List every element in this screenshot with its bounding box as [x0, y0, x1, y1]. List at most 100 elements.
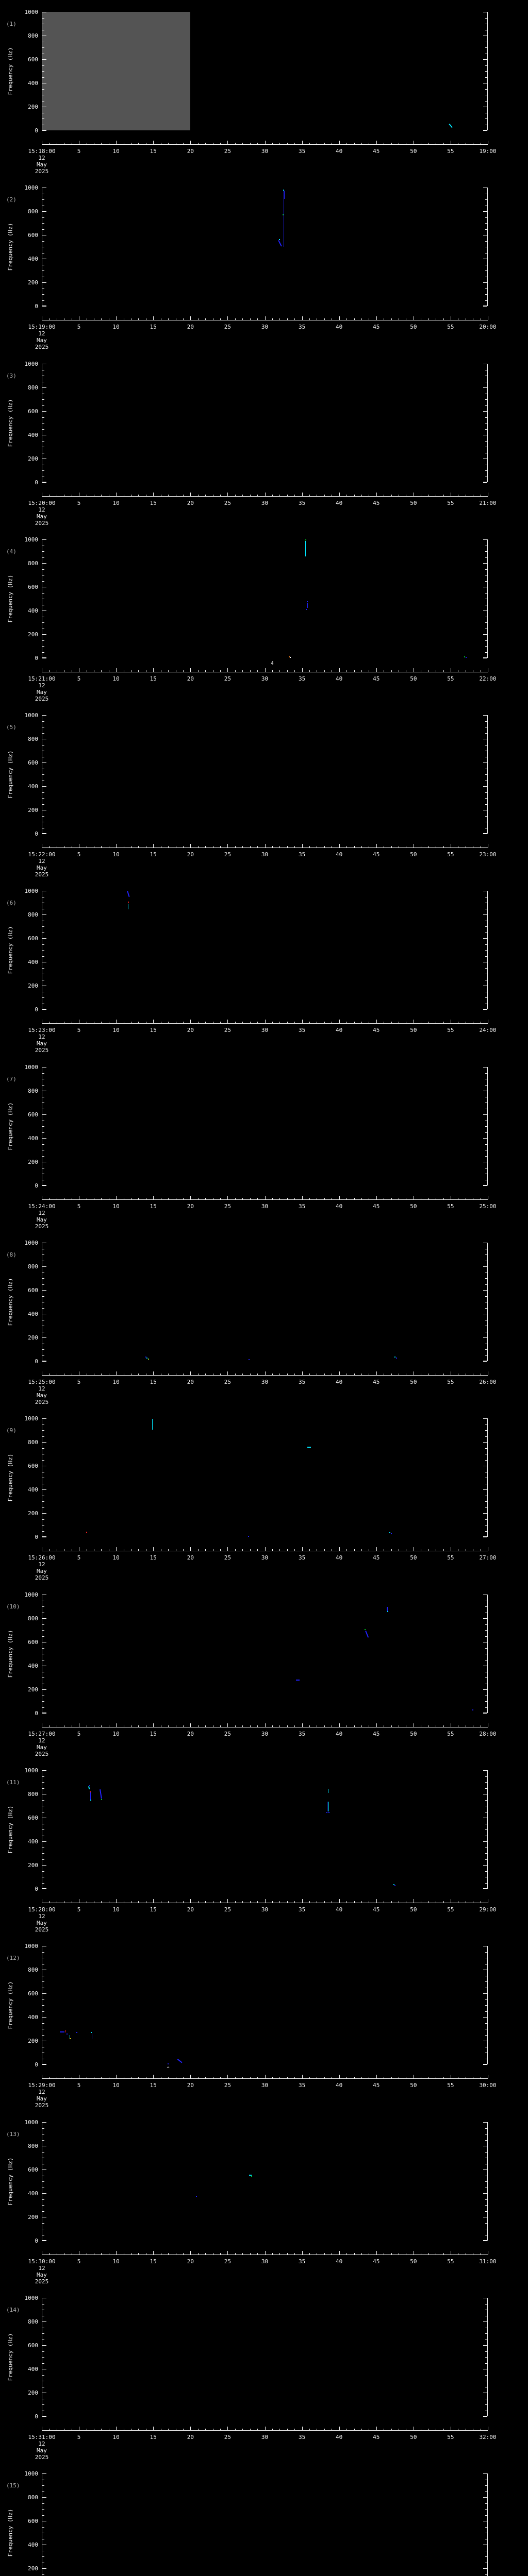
- y-tick: [42, 2181, 44, 2182]
- y-tick: [42, 118, 44, 119]
- y-tick: [42, 1689, 46, 1690]
- x-tick: [354, 1022, 355, 1023]
- y-tick: [42, 1707, 44, 1708]
- event-marker: ^: [167, 2066, 170, 2072]
- x-tick: [279, 1374, 280, 1375]
- y-tick: [42, 2023, 44, 2024]
- x-tick: [227, 1196, 228, 1199]
- x-tick: [339, 1723, 340, 1727]
- detection-streak: [100, 1789, 102, 1799]
- y-tick-label: 200: [28, 1334, 38, 1341]
- x-tick-label: 45: [373, 2258, 380, 2265]
- x-tick: [116, 1723, 117, 1727]
- detection-dot: [394, 1885, 395, 1886]
- x-tick: [428, 2077, 429, 2078]
- x-tick: [361, 1725, 362, 1727]
- y-tick: [42, 721, 44, 722]
- date-line: 2025: [35, 168, 49, 175]
- x-tick: [235, 2429, 236, 2430]
- x-tick: [101, 143, 102, 144]
- y-tick: [42, 2404, 44, 2405]
- y-tick: [485, 2140, 487, 2141]
- y-tick-label: 1000: [24, 1591, 39, 1598]
- x-tick: [168, 1901, 169, 1903]
- y-tick: [485, 1073, 487, 1074]
- y-tick: [42, 1337, 46, 1338]
- y-tick: [42, 77, 44, 78]
- y-tick: [42, 47, 44, 48]
- x-tick: [197, 2077, 199, 2078]
- date-line: 12: [38, 858, 45, 865]
- x-tick: [339, 316, 340, 320]
- x-tick: [116, 668, 117, 672]
- x-tick: [279, 1022, 280, 1023]
- x-tick-label: 40: [336, 1379, 343, 1385]
- y-tick: [483, 1770, 487, 1771]
- x-tick-label: 15: [150, 1731, 157, 1737]
- y-tick: [485, 2574, 487, 2575]
- y-tick: [483, 2473, 487, 2474]
- x-tick: [376, 1547, 377, 1551]
- x-tick: [309, 670, 310, 672]
- y-tick: [42, 733, 44, 734]
- x-tick: [346, 1549, 348, 1551]
- x-tick-label: 45: [373, 1731, 380, 1737]
- x-tick-label: 55: [447, 1731, 454, 1737]
- y-tick: [485, 1707, 487, 1708]
- y-tick-label: 600: [28, 1815, 38, 1821]
- x-tick: [183, 846, 184, 848]
- x-tick: [197, 1374, 199, 1375]
- x-tick: [302, 141, 303, 144]
- x-end-time-label: 22:00: [479, 675, 497, 682]
- x-tick: [361, 1374, 362, 1375]
- spectrogram-panel-13: 0 200 400 600 800 1000 15:30:00 5 10 15 20 25 30 35 40…: [0, 2110, 528, 2286]
- x-tick-label: 30: [261, 324, 269, 330]
- x-tick: [153, 1899, 154, 1903]
- x-tick-label: 40: [336, 500, 343, 506]
- x-tick: [346, 1725, 348, 1727]
- x-tick: [190, 316, 191, 320]
- y-tick: [42, 1859, 44, 1860]
- x-tick: [354, 1198, 355, 1199]
- date-line: May: [37, 2447, 47, 2454]
- x-tick: [257, 1198, 258, 1199]
- y-tick: [483, 1009, 487, 1010]
- y-tick-label: 0: [35, 303, 38, 310]
- right-axis-line: [487, 364, 488, 482]
- x-tick: [272, 1198, 273, 1199]
- x-tick: [428, 846, 429, 848]
- x-tick-label: 10: [112, 148, 120, 155]
- date-line: 12: [38, 1210, 45, 1216]
- y-tick: [42, 429, 44, 430]
- x-tick: [220, 1022, 221, 1023]
- y-tick: [42, 217, 44, 218]
- x-tick-label: 10: [112, 1379, 120, 1385]
- x-tick: [138, 1901, 139, 1903]
- x-tick: [49, 143, 50, 144]
- y-tick: [42, 2497, 46, 2498]
- x-tick-label: 45: [373, 1379, 380, 1385]
- x-tick: [339, 1020, 340, 1023]
- y-tick: [485, 2485, 487, 2486]
- y-tick-label: 800: [28, 32, 38, 39]
- y-tick: [42, 792, 44, 793]
- x-tick: [302, 316, 303, 320]
- x-tick-label: 25: [224, 500, 232, 506]
- x-tick: [265, 844, 266, 848]
- y-tick: [42, 1788, 44, 1789]
- y-tick-label: 400: [28, 2541, 38, 2548]
- y-tick: [485, 792, 487, 793]
- y-tick-label: 0: [35, 1534, 38, 1540]
- x-tick: [279, 2077, 280, 2078]
- x-tick: [242, 318, 243, 320]
- x-end-time-label: 20:00: [479, 324, 497, 330]
- panel-index-label: (12): [6, 1955, 20, 1961]
- y-tick-label: 1000: [24, 1415, 39, 1422]
- y-tick: [42, 2011, 44, 2012]
- x-tick-label: 10: [112, 1554, 120, 1561]
- x-start-time-label: 15:27:00: [28, 1731, 56, 1737]
- x-tick-label: 35: [298, 1731, 306, 1737]
- x-tick: [101, 1374, 102, 1375]
- y-tick: [42, 1355, 44, 1356]
- x-tick: [49, 1198, 50, 1199]
